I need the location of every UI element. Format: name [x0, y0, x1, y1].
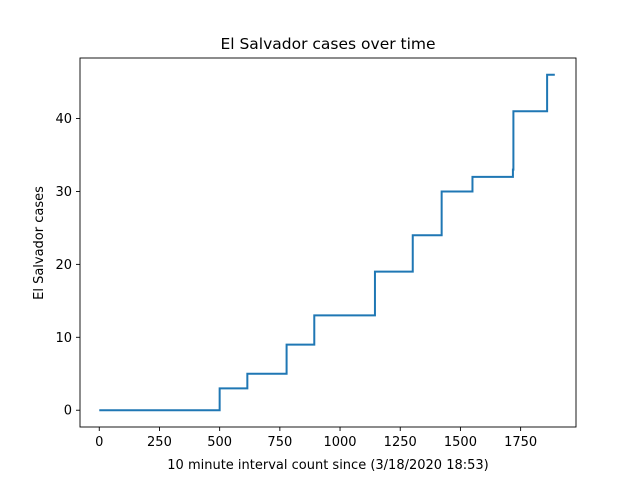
x-tick-label: 1000 — [323, 435, 356, 450]
y-tick-label: 30 — [55, 185, 72, 200]
y-tick-label: 0 — [64, 404, 72, 419]
series-line-0 — [99, 73, 555, 412]
x-tick-label: 250 — [147, 435, 172, 450]
y-axis-label: El Salvador cases — [32, 186, 47, 300]
y-axis: 0 10 20 30 40 — [55, 112, 80, 419]
x-tick-label: 0 — [95, 435, 103, 450]
x-tick-label: 1750 — [504, 435, 537, 450]
y-tick-label: 10 — [55, 331, 72, 346]
y-tick-label: 40 — [55, 112, 72, 127]
x-axis: 0 250 500 750 1000 1250 1500 1750 — [95, 427, 537, 450]
plot-frame — [79, 57, 577, 428]
x-tick-label: 1250 — [384, 435, 417, 450]
x-tick-label: 750 — [267, 435, 292, 450]
y-tick-label: 20 — [55, 258, 72, 273]
plot-area — [79, 57, 577, 428]
x-tick-label: 1500 — [444, 435, 477, 450]
chart-title: El Salvador cases over time — [220, 35, 435, 53]
x-tick-label: 500 — [207, 435, 232, 450]
x-axis-label: 10 minute interval count since (3/18/202… — [167, 458, 488, 473]
series-layer — [99, 73, 555, 412]
